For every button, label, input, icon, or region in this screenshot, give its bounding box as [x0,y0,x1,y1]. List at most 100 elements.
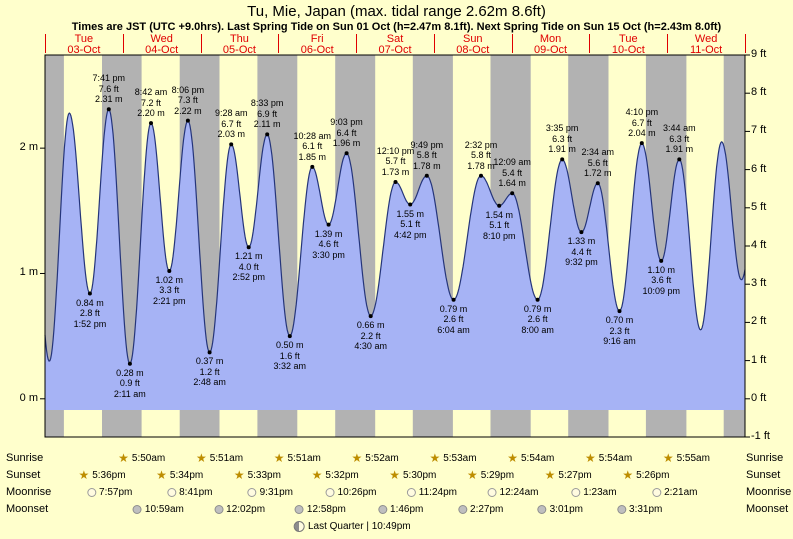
event-time: 5:33pm [247,469,281,481]
tide-extreme-line: 1.21 m [234,251,263,262]
moonset-event: 1:46pm [378,502,423,516]
tide-extreme-line: 4:30 am [354,341,387,352]
y-axis-label-right: -1 ft [751,430,770,442]
day-date: 09-Oct [534,44,568,56]
tide-area [45,109,745,411]
tide-extreme-line: 5.7 ft [385,156,406,167]
sunset-icon: ★ [544,468,556,482]
tide-extreme-line: 2:32 pm [464,139,498,150]
day-name: Thu [229,33,249,45]
tide-extreme-label: 1.21 m 4.0 ft 2:52 pm [232,251,265,283]
day-label: Tue 10-Oct [612,34,645,56]
tide-extreme-line: 2.6 ft [527,314,548,325]
moonrise-icon [247,487,257,497]
tide-extreme-line: 1.72 m [583,168,612,179]
tide-extreme-line: 1.10 m [647,264,675,275]
day-label: Wed 04-Oct [145,34,178,56]
sunrise-event: ★ 5:54am [585,451,632,465]
event-time: 12:24am [499,486,539,498]
tide-extreme-line: 2.31 m [95,94,123,105]
tide-point [393,180,398,184]
tide-extreme-label: 3:35 pm 6.3 ft 1.91 m [546,123,579,155]
event-time: 5:36pm [92,469,126,481]
sunrise-event: ★ 5:50am [118,451,165,465]
tide-extreme-label: 2:32 pm 5.8 ft 1.78 m [465,140,498,172]
moonrise-event: 2:21am [652,485,697,499]
tide-extreme-line: 2.2 ft [360,330,381,341]
tide-extreme-line: 7.3 ft [177,95,198,106]
event-time: 5:30pm [403,469,437,481]
tide-point [287,334,292,339]
day-boundary-tick [511,34,513,53]
moonset-event: 3:31pm [617,502,662,516]
tide-extreme-line: 1.85 m [298,151,326,162]
tide-extreme-line: 8:06 pm [171,84,205,95]
y-axis-label-right: 3 ft [751,277,767,290]
tide-extreme-line: 4:10 pm [625,107,659,118]
tide-point [451,297,456,302]
sunrise-icon: ★ [585,451,596,465]
day-date: 11-Oct [690,44,723,56]
tide-extreme-line: 9:32 pm [565,257,598,268]
tide-extreme-line: 5.4 ft [502,167,523,178]
moonrise-event: 7:57pm [87,485,132,499]
sunrise-event: ★ 5:55am [663,451,710,465]
event-time: 5:53am [443,452,477,464]
day-label: Sun 08-Oct [456,34,489,56]
event-time: 5:26pm [636,469,670,481]
tide-extreme-line: 2.6 ft [443,314,464,325]
event-time: 5:27pm [558,469,592,481]
astro-row-label-right: Sunset [746,469,781,481]
y-axis-label-left: 0 m [19,391,38,404]
day-date: 08-Oct [456,44,490,56]
tide-extreme-line: 6.3 ft [552,133,573,144]
tide-extreme-label: 9:03 pm 6.4 ft 1.96 m [330,117,363,149]
event-time: 5:51am [209,452,244,464]
sunrise-icon: ★ [429,451,441,465]
moonrise-icon [325,487,335,497]
sunset-event: ★ 5:32pm [312,468,359,482]
astro-row-label-right: Moonrise [746,486,792,498]
tide-extreme-line: 2:11 am [113,388,146,399]
day-boundary-tick [589,34,591,53]
tide-extreme-line: 4.4 ft [571,246,592,257]
event-time: 5:52am [365,452,399,464]
y-axis-label-right: 5 ft [751,200,767,213]
moon-phase: Last Quarter | 10:49pm [293,519,411,533]
sunrise-icon: ★ [118,451,129,465]
tide-point [639,141,644,146]
astro-row-label-left: Moonrise [6,486,52,498]
day-label: Fri 06-Oct [301,34,334,56]
day-label: Thu 05-Oct [223,34,256,56]
tide-extreme-line: 0.66 m [356,320,385,331]
day-date: 03-Oct [67,44,101,56]
tide-extreme-line: 3:44 am [663,123,696,134]
tide-extreme-label: 8:06 pm 7.3 ft 2.22 m [172,85,205,117]
tide-extreme-line: 8:42 am [134,87,168,98]
event-time: 2:21am [664,486,698,498]
tide-extreme-line: 2.03 m [217,129,245,140]
event-time: 11:24pm [418,486,457,498]
day-boundary-tick [667,34,669,53]
day-boundary-tick [745,34,746,53]
day-name: Sun [462,33,483,45]
day-label: Sat 07-Oct [378,34,411,56]
moonrise-event: 8:41pm [167,485,212,499]
tide-extreme-line: 1.39 m [314,228,343,239]
last-quarter-icon [293,520,305,532]
page-title: Tu, Mie, Japan (max. tidal range 2.62m 8… [247,3,546,20]
tide-extreme-line: 7.6 ft [98,83,119,94]
tide-extreme-label: 1.54 m 5.1 ft 8:10 pm [483,210,516,242]
moonrise-icon [652,487,662,497]
sunset-icon: ★ [389,468,400,482]
moonset-event: 2:27pm [458,502,503,516]
day-date: 05-Oct [222,44,256,56]
tide-point [167,269,172,273]
tide-extreme-label: 1.33 m 4.4 ft 9:32 pm [565,236,598,268]
tide-extreme-line: 3.6 ft [651,275,672,286]
tide-extreme-line: 1.02 m [155,274,184,285]
tide-extreme-line: 4:42 pm [393,229,427,240]
tide-point [246,245,251,250]
tide-extreme-line: 5.8 ft [470,150,491,161]
tide-point [408,202,413,207]
